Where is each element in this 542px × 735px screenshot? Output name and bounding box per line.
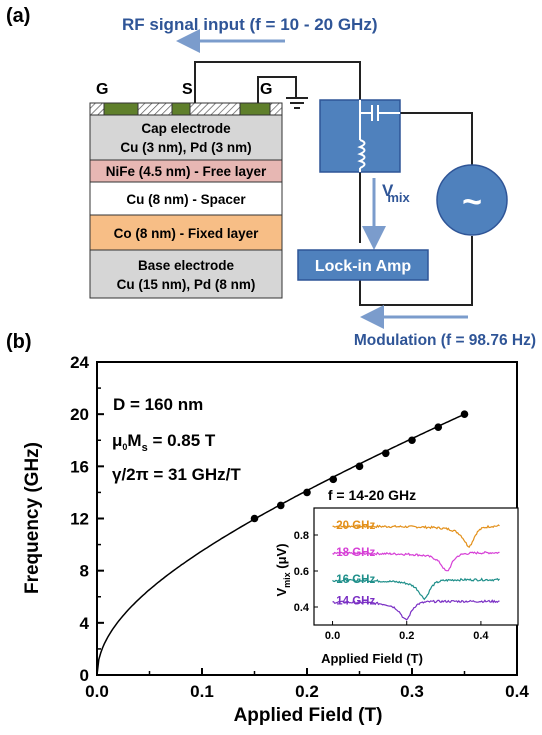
x-tick-label: 0.0 (85, 682, 109, 701)
layer-fixed-text: Co (8 nm) - Fixed layer (114, 226, 260, 241)
panel-a: (a) RF signal input (f = 10 - 20 GHz) G … (6, 5, 536, 349)
layer-cap-electrode (89, 114, 283, 161)
inset-y-tick-label: 0.4 (294, 602, 310, 614)
rf-input-label: RF signal input (f = 10 - 20 GHz) (122, 15, 378, 34)
data-point (329, 475, 338, 484)
layer-cap-line1: Cap electrode (141, 121, 231, 136)
lock-in-box (297, 249, 429, 281)
inset-series-label: 14 GHz (336, 596, 375, 608)
inset-series-label: 16 GHz (336, 574, 375, 586)
layer-base-line1: Base electrode (138, 258, 235, 273)
main-y-axis-label: Frequency (GHz) (22, 442, 43, 594)
ac-source-bottom-wire (359, 236, 473, 306)
inset-x-axis-label: Applied Field (T) (321, 651, 423, 666)
data-point (460, 410, 469, 418)
ac-source-symbol: ~ (462, 183, 482, 221)
layer-fixed (89, 214, 283, 251)
ground-contact-right (239, 102, 271, 116)
data-point (276, 501, 285, 510)
data-point (355, 462, 364, 471)
x-tick-label: 0.4 (505, 682, 529, 701)
x-tick-label: 0.3 (400, 682, 424, 701)
inset-y-tick-label: 0.6 (294, 566, 309, 578)
inset-series-line (332, 524, 500, 549)
contact-label-g1: G (96, 81, 108, 98)
layer-cap-line2: Cu (3 nm), Pd (3 nm) (120, 140, 251, 155)
y-tick-label: 4 (80, 614, 90, 633)
bias-tee (319, 99, 401, 173)
layer-free-text: NiFe (4.5 nm) - Free layer (106, 164, 267, 179)
data-point (303, 488, 311, 497)
annotation-diameter: D = 160 nm (113, 395, 203, 414)
inset-y-axis-label: Vmix (μV) (274, 543, 292, 596)
inset-series-line (332, 550, 500, 572)
data-point (408, 436, 416, 445)
data-point (250, 514, 259, 523)
y-tick-label: 20 (70, 405, 89, 424)
annotation-ms: μ0Ms = 0.85 T (112, 431, 216, 454)
y-tick-label: 12 (70, 510, 89, 529)
ac-source-top-wire (400, 112, 473, 165)
y-tick-label: 0 (80, 666, 89, 685)
inset-title: f = 14-20 GHz (328, 487, 416, 503)
panel-b: (b) 0.0 0.1 0.2 0.3 0.4 0 4 8 12 16 20 24 Applied F… (6, 331, 529, 726)
ground-symbol (286, 97, 308, 109)
layer-stack: Cap electrode Cu (3 nm), Pd (3 nm) NiFe … (89, 114, 283, 299)
contact-label-s: S (182, 81, 193, 98)
modulation-label: Modulation (f = 98.76 Hz) (354, 332, 536, 349)
signal-wire (194, 61, 361, 103)
inset-series-line (332, 599, 500, 621)
data-point (434, 423, 443, 432)
panel-b-label: (b) (6, 331, 32, 353)
main-chart: 0.0 0.1 0.2 0.3 0.4 0 4 8 12 16 20 24 (70, 353, 529, 701)
inset-x-tick-label: 0.0 (325, 630, 340, 642)
y-tick-label: 8 (80, 562, 89, 581)
ground-contact-left (103, 102, 139, 116)
inset-series-label: 18 GHz (336, 547, 375, 559)
vmix-label: Vmix (382, 181, 411, 205)
data-point (381, 449, 390, 458)
inset-chart: f = 14-20 GHz 0.0 0.2 0.4 0.4 0.6 0.8 20 GHz 18… (294, 487, 519, 642)
y-tick-label: 24 (70, 353, 89, 372)
signal-contact (171, 102, 191, 116)
x-tick-label: 0.2 (295, 682, 319, 701)
ground-wire (257, 76, 297, 103)
annotation-gamma: γ/2π = 31 GHz/T (112, 465, 241, 484)
layer-base-electrode (89, 249, 283, 299)
inset-series-line (332, 577, 500, 601)
inset-y-tick-label: 0.8 (294, 530, 309, 542)
panel-a-label: (a) (6, 5, 30, 27)
lock-in-label: Lock-in Amp (315, 258, 412, 275)
ac-source (436, 164, 508, 236)
layer-spacer-text: Cu (8 nm) - Spacer (126, 192, 246, 207)
inset-series-label: 20 GHz (336, 520, 375, 532)
main-x-axis-label: Applied Field (T) (234, 705, 383, 726)
y-tick-label: 16 (70, 457, 89, 476)
layer-base-line2: Cu (15 nm), Pd (8 nm) (117, 277, 256, 292)
x-tick-label: 0.1 (190, 682, 214, 701)
inset-x-tick-label: 0.4 (473, 630, 489, 642)
inset-x-tick-label: 0.2 (399, 630, 414, 642)
contact-label-g2: G (260, 81, 272, 98)
